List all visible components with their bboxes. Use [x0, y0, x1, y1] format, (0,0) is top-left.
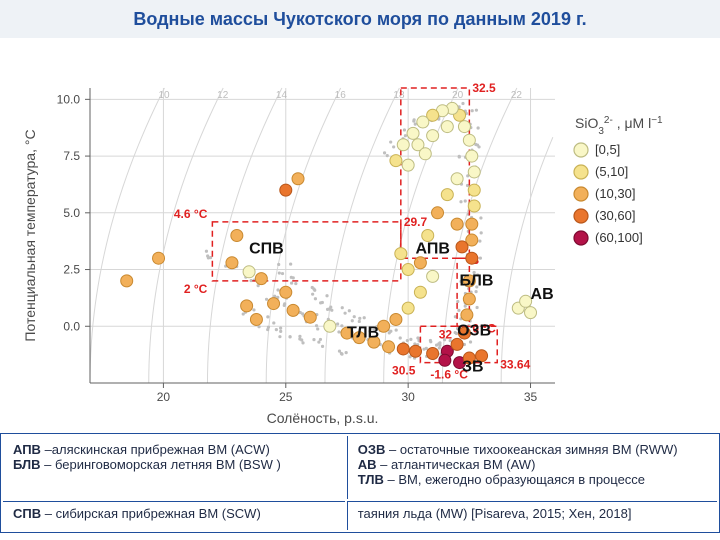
page-title: Водные массы Чукотского моря по данным 2… — [0, 0, 720, 38]
svg-text:12: 12 — [217, 90, 229, 101]
svg-text:5.0: 5.0 — [63, 206, 80, 220]
svg-text:14: 14 — [276, 90, 288, 101]
svg-text:ЗВ: ЗВ — [462, 359, 484, 376]
svg-text:29.7: 29.7 — [404, 215, 428, 229]
svg-text:[0,5]: [0,5] — [595, 142, 620, 157]
svg-text:10.0: 10.0 — [57, 92, 81, 106]
svg-text:20: 20 — [157, 390, 171, 404]
svg-text:АПВ: АПВ — [416, 241, 450, 258]
svg-text:33.64: 33.64 — [500, 358, 530, 372]
svg-text:30: 30 — [401, 390, 415, 404]
svg-text:0.0: 0.0 — [63, 319, 80, 333]
svg-text:SiO32- , μM l−1: SiO32- , μM l−1 — [575, 115, 663, 137]
svg-text:2.5: 2.5 — [63, 263, 80, 277]
svg-text:20: 20 — [452, 90, 464, 101]
svg-text:22: 22 — [511, 90, 523, 101]
svg-text:АВ: АВ — [531, 286, 554, 303]
svg-text:35: 35 — [524, 390, 538, 404]
svg-text:(30,60]: (30,60] — [595, 208, 635, 223]
svg-text:Потенциальная температура, °С: Потенциальная температура, °С — [22, 129, 38, 341]
svg-text:18: 18 — [393, 90, 405, 101]
water-mass-glossary: АПВ –аляскинская прибрежная ВМ (ACW)БЛВ … — [0, 433, 720, 533]
svg-text:30.5: 30.5 — [392, 364, 416, 378]
svg-text:32.5: 32.5 — [472, 81, 496, 95]
svg-text:(60,100]: (60,100] — [595, 230, 643, 245]
svg-text:10: 10 — [158, 90, 170, 101]
svg-text:16: 16 — [335, 90, 347, 101]
svg-text:ОЗВ: ОЗВ — [457, 322, 491, 339]
ts-scatter-plot: 101214161820224.6 °С2 °С29.732.53320 °С3… — [0, 38, 720, 433]
svg-text:(5,10]: (5,10] — [595, 164, 628, 179]
svg-text:4.6 °С: 4.6 °С — [174, 207, 208, 221]
svg-text:Солёность, p.s.u.: Солёность, p.s.u. — [267, 410, 379, 426]
svg-text:СПВ: СПВ — [249, 241, 284, 258]
svg-text:2 °С: 2 °С — [184, 282, 208, 296]
svg-text:25: 25 — [279, 390, 293, 404]
svg-text:ТЛВ: ТЛВ — [347, 325, 379, 342]
svg-text:(10,30]: (10,30] — [595, 186, 635, 201]
svg-text:32: 32 — [439, 327, 453, 341]
svg-text:БЛВ: БЛВ — [460, 272, 494, 289]
svg-text:7.5: 7.5 — [63, 149, 80, 163]
